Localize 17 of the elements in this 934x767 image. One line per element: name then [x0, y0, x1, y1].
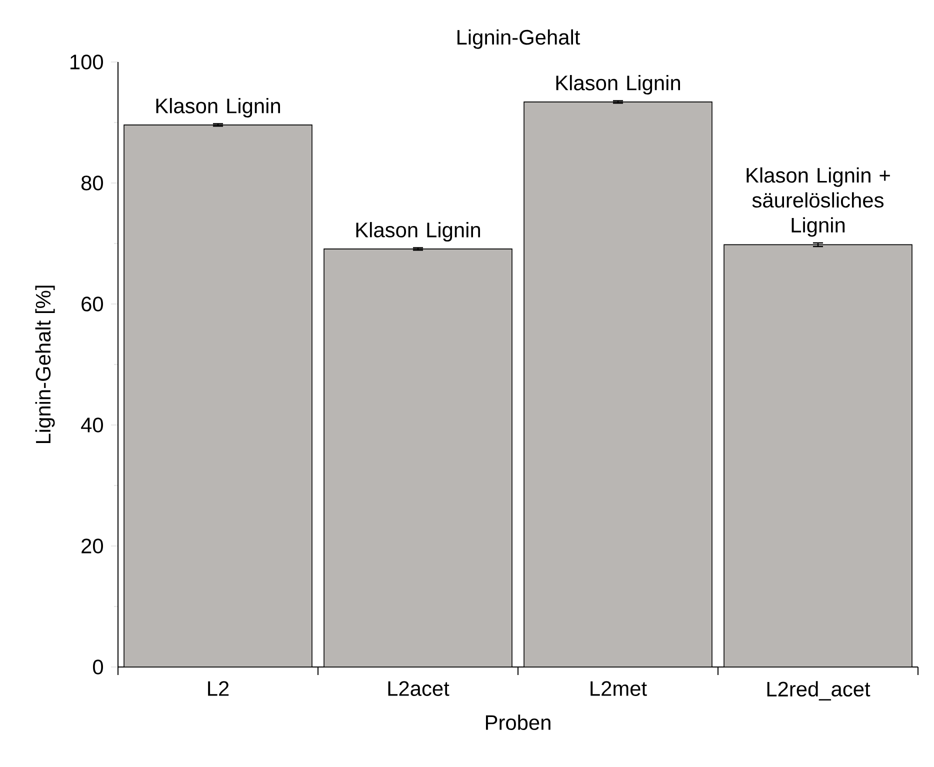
y-tick-label: 80 — [81, 176, 103, 190]
y-tick-label: 40 — [81, 418, 103, 432]
x-tick-label: L2acet — [388, 681, 450, 696]
x-tick-label: L2red_acet — [767, 681, 870, 700]
x-axis-title: Proben — [486, 714, 550, 730]
x-tick-label: L2 — [208, 681, 229, 696]
y-tick-label: 0 — [93, 660, 104, 674]
y-tick-label: 60 — [82, 296, 103, 312]
annotation: Klason Lignin — [156, 98, 280, 118]
x-tick-label: L2met — [590, 681, 647, 696]
annotation: Klason Lignin — [356, 222, 480, 242]
annotation: Klason Lignin — [556, 75, 680, 95]
annotation: Klason Lignin + säurelösliches Lignin — [746, 167, 890, 237]
y-axis-title: Lignin-Gehalt [%] — [35, 286, 55, 444]
y-tick-label: 20 — [82, 538, 103, 554]
y-tick-label: 100 — [70, 54, 103, 70]
chart-title: Lignin-Gehalt — [458, 29, 580, 49]
